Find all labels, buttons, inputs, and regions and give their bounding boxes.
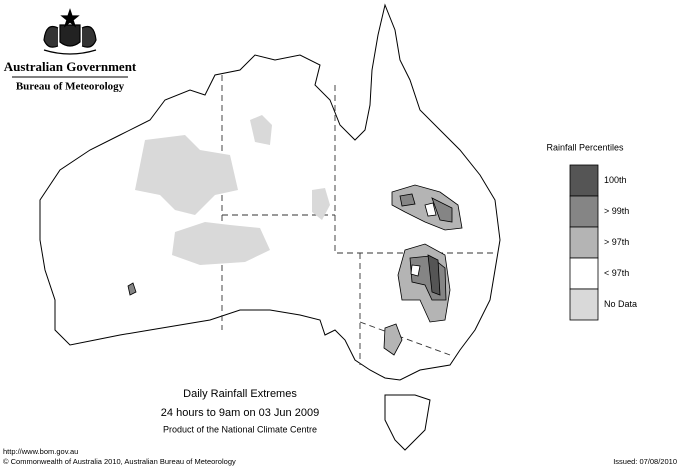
legend-swatch — [569, 164, 599, 197]
footer-copyright: © Commonwealth of Australia 2010, Austra… — [3, 457, 236, 466]
legend: Rainfall Percentiles 100th > 99th > 97th < … — [546, 142, 637, 321]
legend-label: > 97th — [604, 237, 629, 247]
legend-swatch — [569, 288, 599, 321]
government-name: Australian Government — [4, 59, 137, 74]
crest — [43, 8, 97, 55]
legend-title: Rainfall Percentiles — [546, 142, 624, 152]
map — [39, 3, 501, 451]
mainland — [39, 3, 501, 381]
legend-label: 100th — [604, 175, 627, 185]
state-border — [359, 321, 451, 356]
legend-label: < 97th — [604, 268, 629, 278]
caption-subtitle: 24 hours to 9am on 03 Jun 2009 — [161, 407, 319, 419]
bureau-name: Bureau of Meteorology — [16, 81, 125, 93]
caption-source: Product of the National Climate Centre — [163, 424, 317, 434]
legend-swatch — [569, 257, 599, 290]
legend-swatch — [569, 226, 599, 259]
caption-title: Daily Rainfall Extremes — [183, 388, 297, 400]
legend-label: No Data — [604, 299, 637, 309]
legend-label: > 99th — [604, 206, 629, 216]
legend-swatch — [569, 195, 599, 228]
footer-issued: Issued: 07/08/2010 — [613, 457, 677, 466]
tasmania — [384, 394, 431, 451]
no-data-areas — [135, 115, 330, 265]
footer-url: http://www.bom.gov.au — [3, 447, 78, 456]
percentile-areas — [127, 184, 463, 356]
